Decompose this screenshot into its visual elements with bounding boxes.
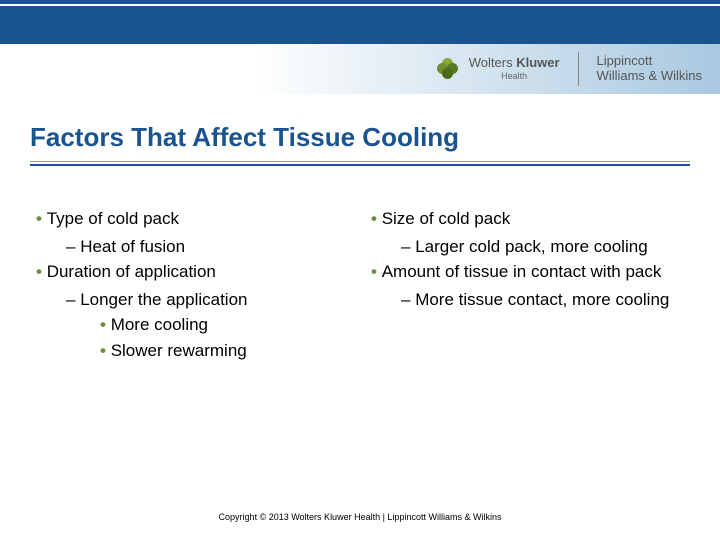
list-text: Duration of application — [47, 262, 216, 281]
list-text: More tissue contact, more cooling — [415, 290, 669, 309]
brand-lww-bottom: Williams & Wilkins — [597, 69, 702, 84]
list-text: Heat of fusion — [80, 237, 185, 256]
copyright-footer: Copyright © 2013 Wolters Kluwer Health |… — [0, 512, 720, 522]
list-text: Size of cold pack — [382, 209, 511, 228]
brand-wk-sub: Health — [469, 72, 560, 82]
list-item: Larger cold pack, more cooling — [365, 234, 690, 260]
brand-wk: Wolters Wolters KluwerKluwer Health — [469, 56, 560, 82]
list-item: • Type of cold pack — [30, 206, 355, 232]
title-underline-thin — [30, 161, 690, 162]
brand-wk-name: Wolters Wolters KluwerKluwer — [469, 56, 560, 70]
list-text: More cooling — [111, 315, 208, 334]
list-item: Longer the application — [30, 287, 355, 313]
brand-lww: Lippincott Williams & Wilkins — [597, 54, 702, 84]
list-text: Type of cold pack — [47, 209, 179, 228]
slide: Wolters Wolters KluwerKluwer Health Lipp… — [0, 0, 720, 540]
slide-title: Factors That Affect Tissue Cooling — [0, 100, 720, 161]
left-column: • Type of cold pack Heat of fusion • Dur… — [30, 206, 355, 363]
content-area: • Type of cold pack Heat of fusion • Dur… — [0, 166, 720, 363]
header-gradient-band: Wolters Wolters KluwerKluwer Health Lipp… — [0, 44, 720, 94]
brand-lww-top: Lippincott — [597, 54, 702, 69]
list-item: • More cooling — [30, 312, 355, 338]
list-text: Slower rewarming — [111, 341, 247, 360]
clover-logo-icon — [437, 58, 459, 80]
brand-block: Wolters Wolters KluwerKluwer Health Lipp… — [437, 52, 702, 86]
list-item: • Size of cold pack — [365, 206, 690, 232]
list-item: More tissue contact, more cooling — [365, 287, 690, 313]
list-text: Amount of tissue in contact with pack — [382, 262, 662, 281]
list-item: • Duration of application — [30, 259, 355, 285]
list-item: • Slower rewarming — [30, 338, 355, 364]
header: Wolters Wolters KluwerKluwer Health Lipp… — [0, 0, 720, 100]
right-column: • Size of cold pack Larger cold pack, mo… — [365, 206, 690, 363]
header-blue-band — [0, 6, 720, 44]
list-text: Larger cold pack, more cooling — [415, 237, 647, 256]
brand-divider — [578, 52, 579, 86]
list-item: Heat of fusion — [30, 234, 355, 260]
list-item: • Amount of tissue in contact with pack — [365, 259, 690, 285]
list-text: Longer the application — [80, 290, 247, 309]
header-top-rule — [0, 0, 720, 4]
